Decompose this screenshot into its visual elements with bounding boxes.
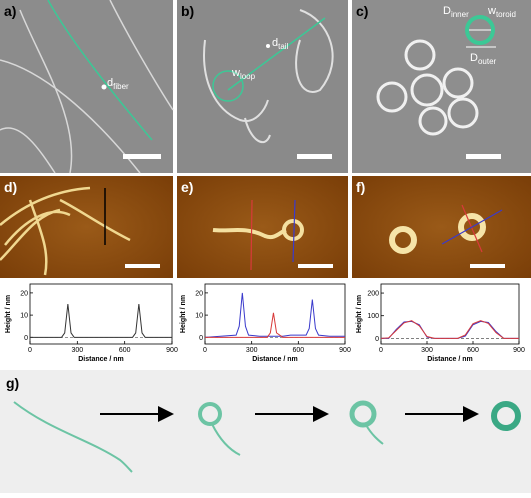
y-tick-label: 10 [20, 313, 28, 320]
x-tick-label: 600 [119, 347, 131, 354]
x-tick-label: 300 [421, 347, 433, 354]
afm-d [0, 176, 173, 278]
x-tick-label: 300 [246, 347, 258, 354]
annotation-main: D [443, 5, 451, 17]
panel-label: a) [4, 3, 16, 19]
y-axis-label: Height / nm [180, 295, 187, 333]
panel-label: g) [6, 375, 19, 391]
y-tick-label: 20 [20, 290, 28, 297]
line-series [204, 292, 345, 338]
afm-e [177, 176, 348, 278]
line-series [30, 303, 172, 338]
annotation-sub: fiber [113, 82, 129, 91]
y-tick-label: 0 [375, 336, 379, 343]
plot-area [204, 283, 346, 345]
y-tick-label: 10 [195, 313, 203, 320]
y-tick-label: 20 [195, 290, 203, 297]
y-axis-label: Height / nm [356, 295, 363, 333]
sem-b [177, 0, 348, 173]
y-axis-label: Height / nm [5, 295, 12, 333]
schematic [0, 370, 531, 493]
panel-label: b) [181, 3, 194, 19]
x-axis-label: Distance / nm [78, 356, 124, 363]
annotation-main: d [107, 77, 113, 89]
x-tick-label: 600 [292, 347, 304, 354]
x-axis-label: Distance / nm [427, 356, 473, 363]
x-tick-label: 900 [339, 347, 351, 354]
x-tick-label: 300 [71, 347, 83, 354]
annotation-main: D [470, 52, 478, 64]
annotation: dtail [272, 37, 289, 51]
annotation-main: w [231, 67, 240, 79]
sem-a [0, 0, 174, 174]
y-tick-label: 0 [199, 335, 203, 342]
annotation: Dinner [443, 5, 469, 19]
x-tick-label: 900 [166, 347, 178, 354]
plot-area [380, 283, 520, 345]
y-tick-label: 0 [24, 335, 28, 342]
panel-label: c) [356, 3, 368, 19]
x-tick-label: 0 [203, 347, 207, 354]
x-tick-label: 0 [28, 347, 32, 354]
annotation: wtoroid [487, 5, 516, 19]
sem-c [352, 0, 531, 173]
plot-area [29, 283, 173, 345]
annotation-main: w [487, 5, 496, 17]
annotation: wloop [231, 67, 256, 81]
panel-label: f) [356, 179, 365, 195]
afm-f [352, 176, 531, 278]
annotation-sub: loop [240, 72, 256, 81]
panel-label: e) [181, 179, 193, 195]
y-tick-label: 100 [367, 313, 379, 320]
x-axis-label: Distance / nm [252, 356, 298, 363]
annotation-sub: outer [478, 57, 497, 66]
annotation-sub: toroid [496, 10, 516, 19]
line-series [205, 312, 345, 338]
annotation-main: d [272, 37, 278, 49]
panel-label: d) [4, 179, 17, 195]
y-tick-label: 200 [367, 291, 379, 298]
x-tick-label: 600 [467, 347, 479, 354]
annotation: dfiber [107, 77, 129, 91]
annotation-sub: tail [278, 42, 288, 51]
annotation: Douter [470, 52, 497, 66]
annotation-sub: inner [451, 10, 469, 19]
x-tick-label: 900 [513, 347, 525, 354]
line-series [380, 320, 519, 339]
x-tick-label: 0 [379, 347, 383, 354]
